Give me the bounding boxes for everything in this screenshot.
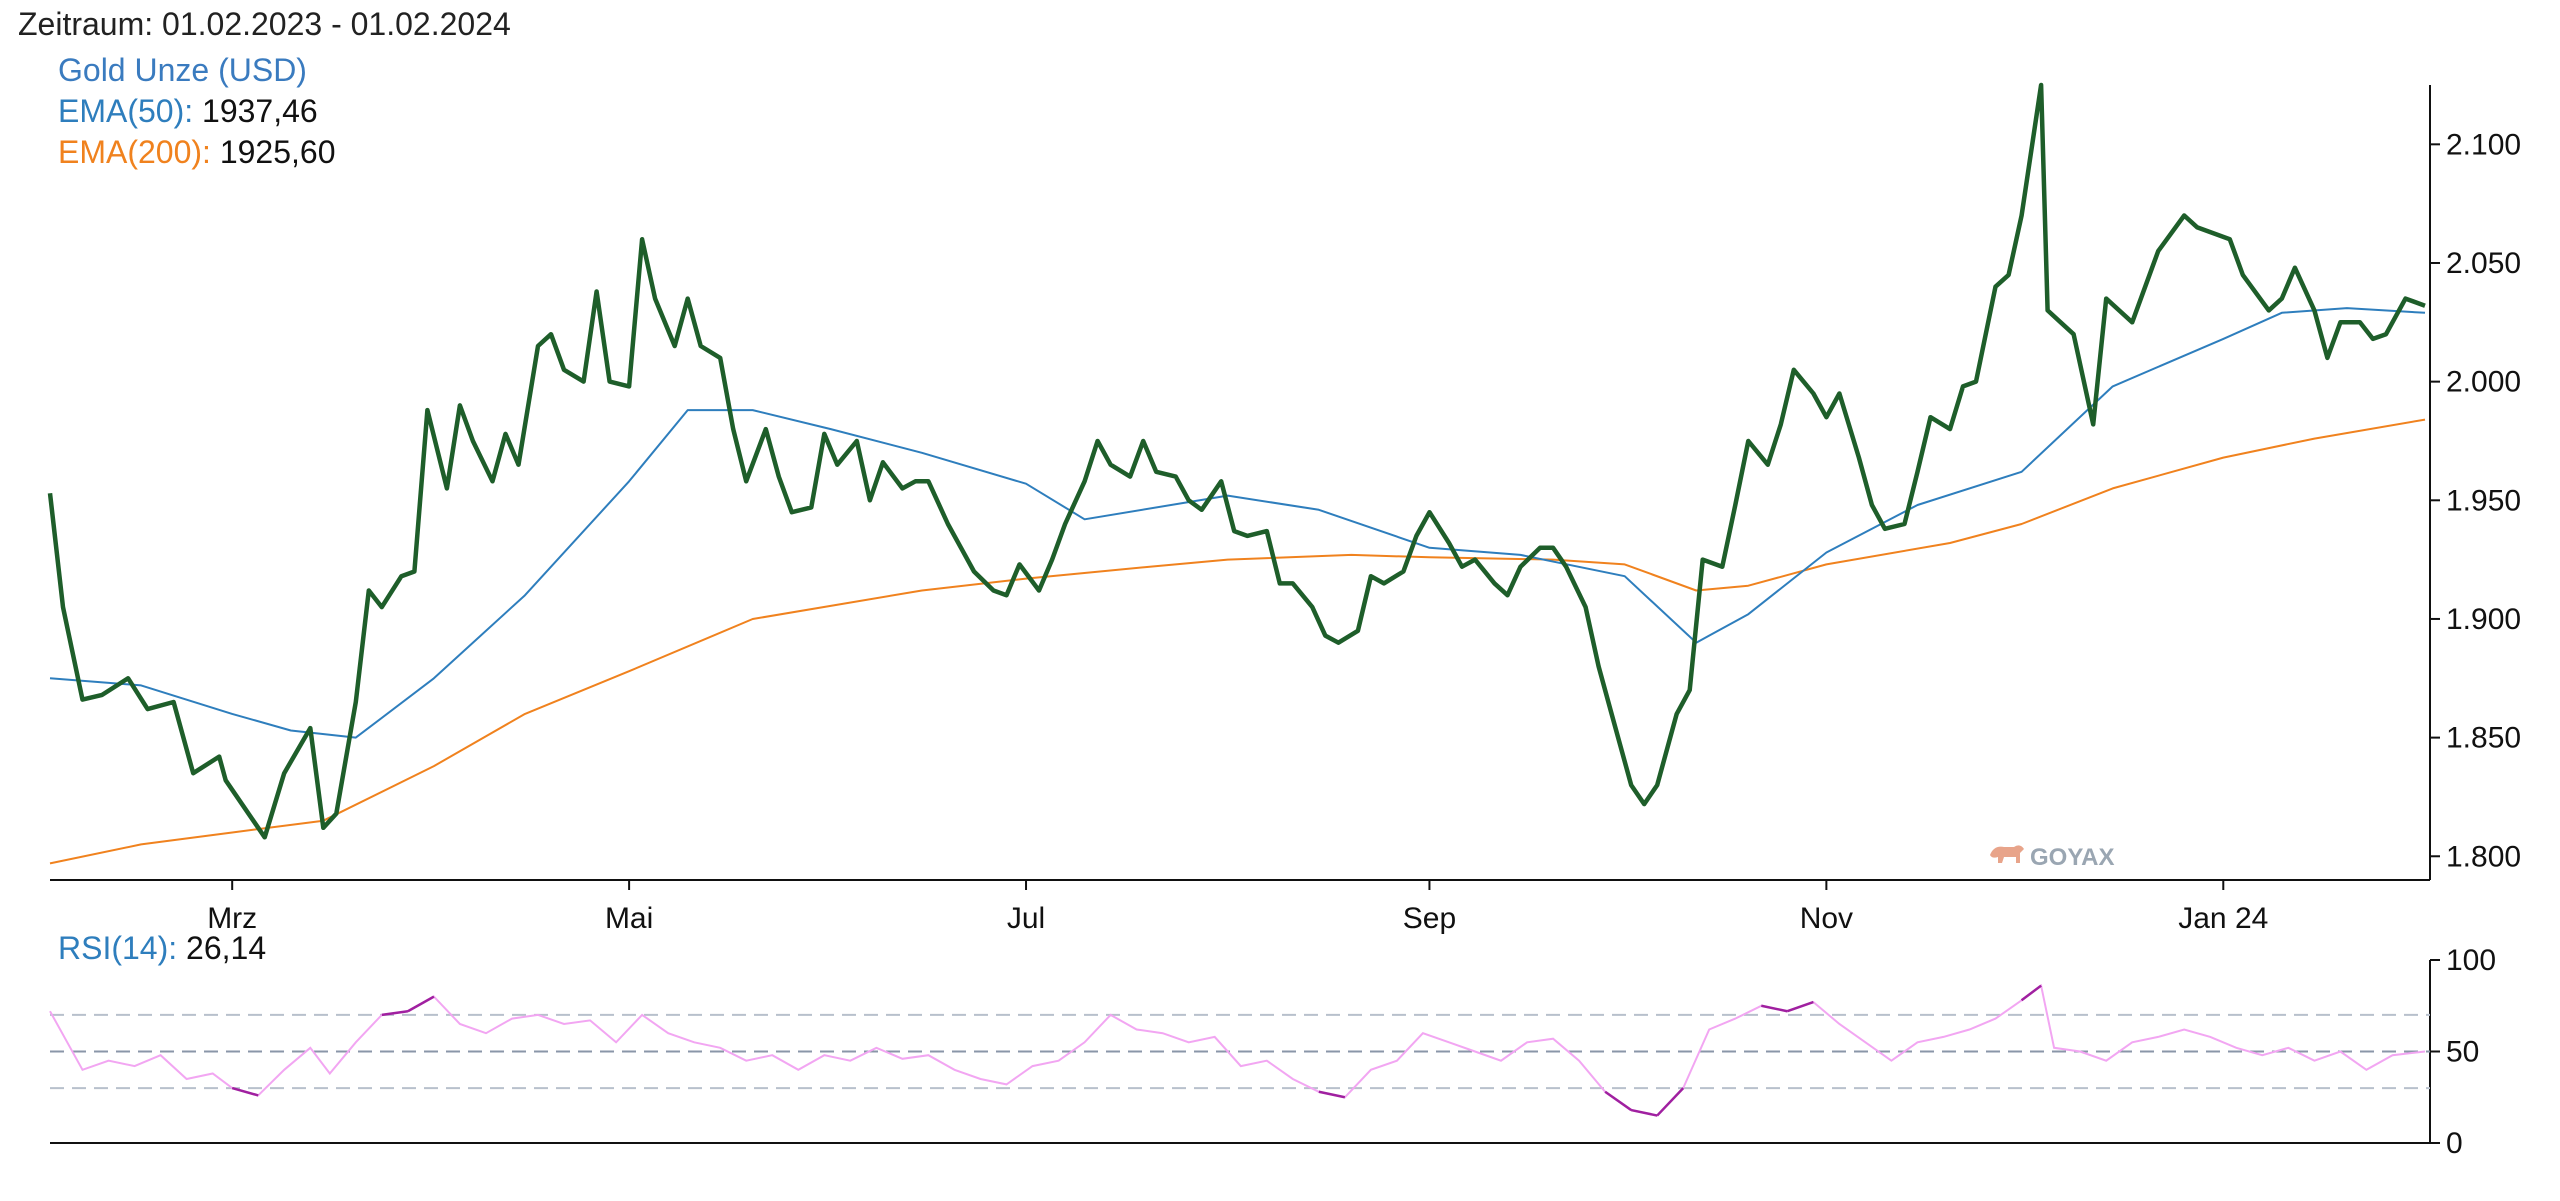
rsi-extreme-segment [381, 1010, 409, 1017]
y-tick-label: 1.800 [2446, 840, 2521, 873]
x-tick-label: Mrz [207, 902, 257, 935]
y-tick-label: 1.900 [2446, 603, 2521, 636]
rsi-extreme-segment [407, 995, 435, 1013]
y-tick-label: 2.100 [2446, 128, 2521, 161]
rsi-tick-label: 0 [2446, 1127, 2463, 1160]
x-tick-label: Nov [1800, 902, 1853, 935]
rsi-extreme-segment [1604, 1090, 1632, 1112]
rsi-extreme-segment [231, 1086, 259, 1097]
period-header: Zeitraum: 01.02.2023 - 01.02.2024 [18, 6, 511, 42]
y-tick-label: 1.950 [2446, 484, 2521, 517]
x-tick-label: Jul [1007, 902, 1045, 935]
rsi-tick-label: 100 [2446, 944, 2496, 977]
rsi-extreme-segment [1761, 1004, 1788, 1013]
legend-instrument-name: Gold Unze (USD) [58, 52, 307, 88]
price-panel: 1.800 1.850 1.900 1.950 2.000 2.050 2.100 Mrz Ma… [47, 82, 2521, 935]
ema50-line [49, 307, 2426, 739]
rsi-extreme-segment [2020, 984, 2042, 1002]
watermark-text: GOYAX [2030, 844, 2114, 871]
price-line [47, 82, 2426, 840]
rsi-tick-label: 50 [2446, 1036, 2479, 1069]
goyax-watermark: GOYAX [1990, 844, 2114, 871]
legend-ema50-label: EMA(50): [58, 93, 194, 129]
x-tick-label: Sep [1403, 902, 1456, 935]
rsi-panel: 0 50 100 [49, 944, 2496, 1160]
y-tick-label: 1.850 [2446, 722, 2521, 755]
x-tick-label: Jan 24 [2178, 902, 2268, 935]
y-tick-label: 2.050 [2446, 247, 2521, 280]
rsi-extreme-segment [1630, 1108, 1658, 1117]
legend-ema200-label: EMA(200): [58, 134, 211, 170]
legend-rsi-value: 26,14 [186, 930, 267, 966]
rsi-extreme-segment [1786, 1000, 1814, 1013]
legend-ema200: EMA(200): 1925,60 [58, 132, 336, 172]
bull-logo-icon [1990, 845, 2024, 863]
rsi-extreme-segment [1656, 1087, 1685, 1117]
legend-ema50: EMA(50): 1937,46 [58, 91, 318, 131]
legend-instrument: Gold Unze (USD) [58, 50, 307, 90]
legend-rsi: RSI(14): 26,14 [58, 928, 266, 968]
legend-rsi-label: RSI(14): [58, 930, 178, 966]
x-tick-label: Mai [605, 902, 653, 935]
y-tick-label: 2.000 [2446, 366, 2521, 399]
rsi-extreme-segment [1318, 1090, 1346, 1099]
legend-ema200-value: 1925,60 [219, 134, 336, 170]
legend-ema50-value: 1937,46 [202, 93, 318, 129]
ema200-line [49, 418, 2426, 865]
